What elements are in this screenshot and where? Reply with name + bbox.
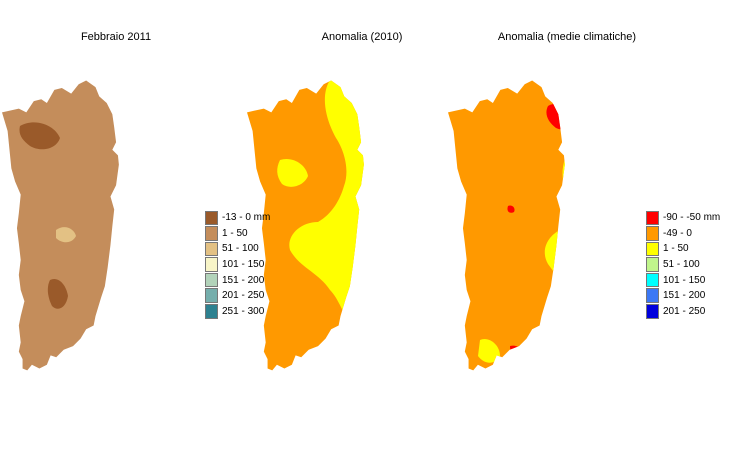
legend-swatch [646, 304, 659, 319]
legend-label: 101 - 150 [222, 259, 265, 271]
title-anomalia-climatiche: Anomalia (medie climatiche) [497, 31, 637, 43]
legend-swatch [646, 241, 659, 257]
legend-item: 101 - 150 [646, 272, 720, 288]
legend-item: 51 - 100 [646, 257, 720, 273]
map-anomalia-2010 [247, 80, 364, 371]
legend-label: 51 - 100 [663, 259, 700, 271]
legend-label: 201 - 250 [222, 290, 265, 302]
legend-item: -13 - 0 mm [205, 210, 270, 226]
legend-item: 151 - 200 [646, 288, 720, 304]
legend-swatch [205, 210, 218, 226]
legend-label: 201 - 250 [663, 305, 706, 317]
title-anomalia-2010: Anomalia (2010) [321, 31, 403, 43]
legend-label: 101 - 150 [663, 274, 706, 286]
legend-label: 1 - 50 [222, 227, 248, 239]
title-febbraio: Febbraio 2011 [80, 31, 152, 43]
legend-febbraio: -13 - 0 mm 1 - 50 51 - 100 101 - 150 151… [205, 210, 270, 319]
legend-item: 201 - 250 [205, 288, 270, 304]
legend-label: 251 - 300 [222, 305, 265, 317]
legend-item: 1 - 50 [646, 241, 720, 257]
legend-anomalia: -90 - -50 mm -49 - 0 1 - 50 51 - 100 101… [646, 210, 720, 319]
legend-swatch [646, 210, 659, 226]
legend-swatch [646, 226, 659, 241]
legend-item: 51 - 100 [205, 241, 270, 257]
legend-swatch [646, 272, 659, 288]
map-febbraio-2011 [2, 80, 119, 371]
legend-label: -90 - -50 mm [663, 212, 721, 224]
legend-item: 151 - 200 [205, 272, 270, 288]
legend-swatch [205, 257, 218, 272]
legend-item: 251 - 300 [205, 304, 270, 320]
legend-label: 151 - 200 [663, 290, 706, 302]
legend-item: -90 - -50 mm [646, 210, 720, 226]
legend-swatch [646, 288, 659, 304]
map-anomalia-climatiche [448, 80, 565, 371]
legend-label: 51 - 100 [222, 243, 259, 255]
legend-label: -13 - 0 mm [222, 212, 271, 224]
legend-swatch [205, 241, 218, 257]
legend-label: 1 - 50 [663, 243, 689, 255]
legend-swatch [646, 257, 659, 272]
legend-swatch [205, 288, 218, 304]
legend-label: 151 - 200 [222, 274, 265, 286]
legend-swatch [205, 272, 218, 288]
legend-item: -49 - 0 [646, 226, 720, 242]
legend-swatch [205, 226, 218, 241]
legend-item: 201 - 250 [646, 304, 720, 320]
legend-item: 101 - 150 [205, 257, 270, 273]
legend-swatch [205, 304, 218, 319]
legend-item: 1 - 50 [205, 226, 270, 242]
legend-label: -49 - 0 [663, 227, 692, 239]
